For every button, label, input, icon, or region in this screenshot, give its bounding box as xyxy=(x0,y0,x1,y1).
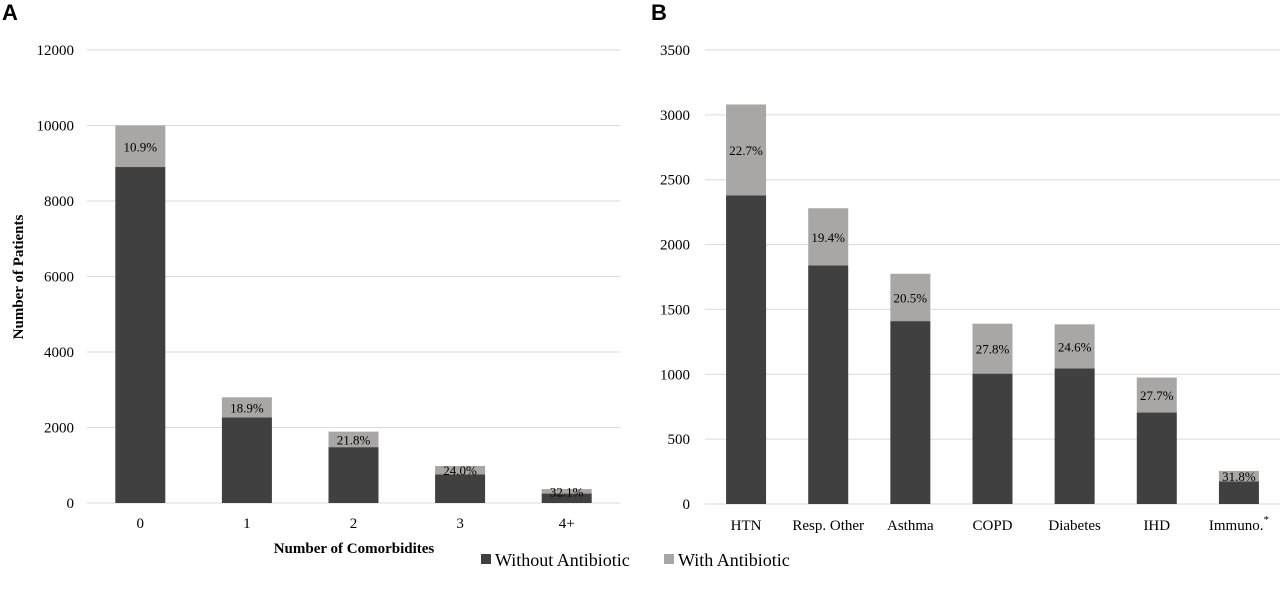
bar-with-antibiotic xyxy=(1218,470,1259,482)
data-label: 32.1% xyxy=(550,484,584,499)
bar-with-antibiotic xyxy=(808,208,849,266)
y-tick-label: 0 xyxy=(683,497,691,513)
bar-with-antibiotic xyxy=(221,397,272,418)
legend-swatch-with xyxy=(664,554,674,564)
x-tick-footnote: * xyxy=(1263,514,1269,526)
panel-a-chart: 0 2000 4000 6000 8000 10000 12000 10.9% 0 18.9% 1 2… xyxy=(37,43,620,532)
bar-with-antibiotic xyxy=(972,323,1013,374)
data-label: 20.5% xyxy=(894,290,928,305)
x-tick-label: IHD xyxy=(1143,518,1170,534)
x-tick-label: Immuno.* xyxy=(1209,514,1269,534)
y-tick-label: 2000 xyxy=(660,238,690,254)
data-label: 10.9% xyxy=(124,139,158,154)
bar-without-antibiotic xyxy=(1136,412,1177,504)
panel-b-letter: B xyxy=(651,0,667,25)
legend-label-with: With Antibiotic xyxy=(678,550,790,570)
bar-with-antibiotic xyxy=(541,489,592,494)
bar-without-antibiotic xyxy=(972,373,1013,504)
data-label: 21.8% xyxy=(337,432,371,447)
bar-without-antibiotic xyxy=(1218,481,1259,504)
x-tick-label: Asthma xyxy=(887,518,934,534)
bar-without-antibiotic xyxy=(541,493,592,503)
bar-without-antibiotic xyxy=(1054,368,1095,504)
y-tick-label: 8000 xyxy=(44,194,74,210)
data-label: 27.7% xyxy=(1140,388,1174,403)
panel-a-ylabel: Number of Patients xyxy=(11,214,27,339)
panel-a-letter: A xyxy=(2,0,18,25)
x-tick-label: 4+ xyxy=(559,516,575,532)
data-label: 27.8% xyxy=(976,342,1010,357)
x-tick-label: 1 xyxy=(243,516,251,532)
data-label: 18.9% xyxy=(230,400,264,415)
x-tick-label: HTN xyxy=(731,518,762,534)
bar-without-antibiotic xyxy=(890,321,931,504)
bar-without-antibiotic xyxy=(726,195,767,504)
bar-with-antibiotic xyxy=(890,273,931,322)
x-tick-label: Diabetes xyxy=(1048,518,1101,534)
bar-without-antibiotic xyxy=(221,417,272,503)
x-tick-label: 3 xyxy=(456,516,464,532)
y-tick-label: 3000 xyxy=(660,108,690,124)
panel-a-xlabel: Number of Comorbidites xyxy=(274,541,435,557)
y-tick-label: 10000 xyxy=(37,119,75,135)
x-tick-label: 0 xyxy=(137,516,145,532)
x-tick-label: COPD xyxy=(972,518,1012,534)
data-label: 19.4% xyxy=(811,230,845,245)
y-tick-label: 12000 xyxy=(37,43,75,59)
bar-with-antibiotic xyxy=(1136,377,1177,413)
bar-without-antibiotic xyxy=(435,474,486,503)
bar-without-antibiotic xyxy=(115,167,166,503)
data-label: 24.6% xyxy=(1058,339,1092,354)
data-label: 31.8% xyxy=(1222,469,1256,484)
panel-b-chart: 0 500 1000 1500 2000 2500 3000 3500 22.7% HTN 19.4… xyxy=(660,43,1280,534)
data-label: 22.7% xyxy=(729,143,763,158)
x-tick-label: Resp. Other xyxy=(792,518,864,534)
y-tick-label: 0 xyxy=(67,496,75,512)
y-tick-label: 3500 xyxy=(660,43,690,59)
bar-without-antibiotic xyxy=(328,447,379,503)
y-tick-label: 2000 xyxy=(44,421,74,437)
bar-with-antibiotic xyxy=(1054,324,1095,369)
bar-with-antibiotic xyxy=(726,104,767,196)
legend-swatch-without xyxy=(481,554,491,564)
legend-label-without: Without Antibiotic xyxy=(495,550,630,570)
bar-with-antibiotic xyxy=(328,431,379,448)
x-tick-label: 2 xyxy=(350,516,358,532)
bar-with-antibiotic xyxy=(435,466,486,475)
legend: Without Antibiotic With Antibiotic xyxy=(481,550,790,570)
y-tick-label: 1500 xyxy=(660,302,690,318)
y-tick-label: 500 xyxy=(668,432,691,448)
y-tick-label: 6000 xyxy=(44,270,74,286)
bar-with-antibiotic xyxy=(115,125,166,168)
y-tick-label: 2500 xyxy=(660,173,690,189)
y-tick-label: 4000 xyxy=(44,345,74,361)
data-label: 24.0% xyxy=(443,463,477,478)
bar-without-antibiotic xyxy=(808,265,849,504)
y-tick-label: 1000 xyxy=(660,367,690,383)
